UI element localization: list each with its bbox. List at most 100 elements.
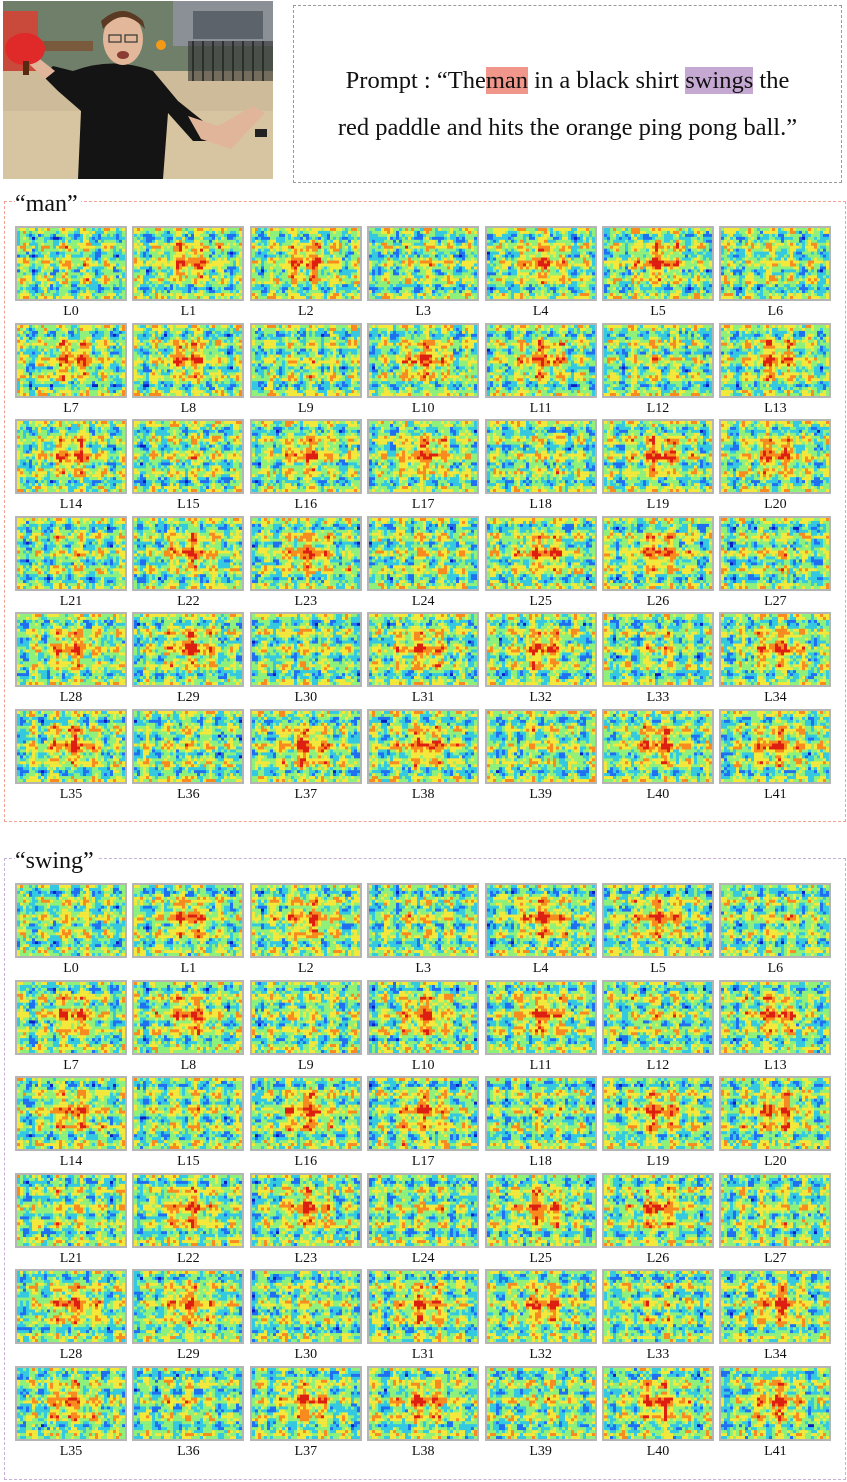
layer-cell: L14	[15, 1076, 127, 1170]
layer-cell: L22	[132, 516, 244, 610]
layer-cell: L38	[367, 709, 479, 803]
layer-cell: L25	[485, 516, 597, 610]
layer-cell: L0	[15, 883, 127, 977]
layer-label: L12	[602, 1058, 714, 1074]
layer-cell: L7	[15, 323, 127, 417]
layer-label: L4	[485, 961, 597, 977]
layer-cell: L8	[132, 980, 244, 1074]
attention-heatmap	[602, 612, 714, 687]
layer-label: L32	[485, 690, 597, 706]
layer-label: L16	[250, 497, 362, 513]
layer-cell: L0	[15, 226, 127, 320]
layer-label: L18	[485, 497, 597, 513]
layer-cell: L26	[602, 1173, 714, 1267]
layer-label: L36	[132, 787, 244, 803]
attention-heatmap	[250, 516, 362, 591]
attention-heatmap	[250, 1173, 362, 1248]
attention-heatmap	[15, 323, 127, 398]
layer-label: L28	[15, 1347, 127, 1363]
prompt-prefix: Prompt : “The	[346, 67, 486, 94]
attention-heatmap	[602, 419, 714, 494]
layer-label: L28	[15, 690, 127, 706]
layer-cell: L18	[485, 1076, 597, 1170]
attention-heatmap	[250, 226, 362, 301]
attention-heatmap	[602, 883, 714, 958]
layer-cell: L16	[250, 419, 362, 513]
section-label-man: “man”	[15, 190, 81, 218]
layer-label: L35	[15, 787, 127, 803]
attention-heatmap	[15, 226, 127, 301]
attention-heatmap	[132, 612, 244, 687]
layer-cell: L17	[367, 419, 479, 513]
attention-heatmap	[250, 1366, 362, 1441]
layer-cell: L12	[602, 323, 714, 417]
layer-cell: L33	[602, 1269, 714, 1363]
attention-heatmap	[132, 980, 244, 1055]
layer-cell: L15	[132, 419, 244, 513]
attention-heatmap	[367, 1269, 479, 1344]
attention-heatmap	[719, 516, 831, 591]
attention-heatmap	[719, 980, 831, 1055]
attention-heatmap	[367, 1366, 479, 1441]
layer-label: L10	[367, 401, 479, 417]
layer-label: L24	[367, 1251, 479, 1267]
layer-cell: L33	[602, 612, 714, 706]
layer-label: L23	[250, 1251, 362, 1267]
layer-label: L5	[602, 961, 714, 977]
layer-cell: L14	[15, 419, 127, 513]
layer-label: L13	[719, 401, 831, 417]
attention-heatmap	[367, 1173, 479, 1248]
layer-cell: L23	[250, 1173, 362, 1267]
layer-label: L9	[250, 401, 362, 417]
layer-cell: L16	[250, 1076, 362, 1170]
attention-heatmap	[15, 419, 127, 494]
attention-heatmap	[132, 1076, 244, 1151]
layer-label: L26	[602, 594, 714, 610]
attention-heatmap	[15, 516, 127, 591]
layer-label: L12	[602, 401, 714, 417]
layer-cell: L29	[132, 612, 244, 706]
layer-label: L29	[132, 1347, 244, 1363]
attention-heatmap	[15, 1269, 127, 1344]
layer-cell: L2	[250, 883, 362, 977]
attention-heatmap	[602, 1173, 714, 1248]
highlighted-verb: swings	[685, 67, 753, 94]
layer-cell: L39	[485, 709, 597, 803]
layer-label: L1	[132, 961, 244, 977]
layer-label: L8	[132, 401, 244, 417]
prompt-box: Prompt : “Theman in a black shirt swings…	[293, 5, 842, 183]
layer-cell: L26	[602, 516, 714, 610]
layer-label: L24	[367, 594, 479, 610]
layer-cell: L35	[15, 709, 127, 803]
layer-cell: L3	[367, 883, 479, 977]
layer-label: L18	[485, 1154, 597, 1170]
layer-cell: L34	[719, 612, 831, 706]
layer-label: L2	[250, 304, 362, 320]
attention-heatmap	[15, 980, 127, 1055]
layer-cell: L10	[367, 980, 479, 1074]
layer-cell: L11	[485, 323, 597, 417]
layer-cell: L36	[132, 1366, 244, 1460]
layer-cell: L29	[132, 1269, 244, 1363]
attention-heatmap	[367, 980, 479, 1055]
layer-cell: L19	[602, 419, 714, 513]
layer-label: L17	[367, 497, 479, 513]
attention-heatmap	[367, 516, 479, 591]
attention-heatmap	[602, 980, 714, 1055]
layer-cell: L21	[15, 516, 127, 610]
layer-cell: L27	[719, 1173, 831, 1267]
layer-cell: L20	[719, 1076, 831, 1170]
attention-heatmap	[367, 419, 479, 494]
layer-cell: L28	[15, 1269, 127, 1363]
layer-label: L41	[719, 1444, 831, 1460]
layer-label: L31	[367, 1347, 479, 1363]
attention-heatmap	[485, 980, 597, 1055]
layer-label: L10	[367, 1058, 479, 1074]
layer-label: L8	[132, 1058, 244, 1074]
attention-heatmap	[15, 883, 127, 958]
layer-label: L9	[250, 1058, 362, 1074]
layer-cell: L40	[602, 1366, 714, 1460]
layer-label: L33	[602, 690, 714, 706]
layer-label: L39	[485, 787, 597, 803]
layer-label: L1	[132, 304, 244, 320]
